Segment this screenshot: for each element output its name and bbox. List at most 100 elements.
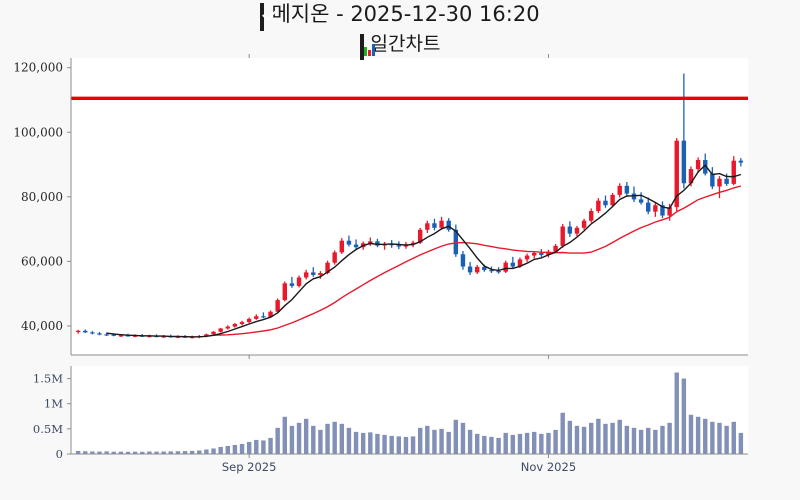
- volume-bar: [239, 443, 245, 454]
- candlestick: [83, 329, 88, 334]
- candlestick: [453, 224, 459, 257]
- price-tick-label: 80,000: [21, 190, 63, 204]
- candle-body: [417, 229, 423, 243]
- candlestick: [432, 218, 437, 231]
- volume-bar: [703, 418, 708, 454]
- volume-bar: [360, 432, 366, 454]
- volume-bar: [325, 423, 330, 454]
- volume-bar: [596, 418, 601, 454]
- volume-bar: [532, 431, 537, 454]
- candle-body: [246, 318, 252, 323]
- candle-body: [717, 178, 722, 187]
- volume-bar: [168, 451, 173, 454]
- candle-body: [275, 300, 280, 312]
- candlestick: [467, 262, 473, 275]
- volume-bar: [724, 425, 729, 454]
- volume-bar: [375, 433, 380, 454]
- bar-chart-icon: [359, 34, 375, 60]
- volume-bar: [268, 437, 273, 454]
- candlestick: [596, 198, 601, 213]
- volume-bar: [346, 427, 352, 454]
- volume-bar: [467, 429, 473, 454]
- candlestick: [90, 331, 95, 335]
- volume-axis-ticks: 0 0.5M 1M 1.5M: [33, 372, 71, 461]
- volume-bar: [510, 434, 516, 454]
- candle-body: [211, 331, 216, 335]
- volume-bar: [589, 422, 594, 454]
- volume-tick-label: 0: [56, 447, 63, 461]
- chart-subtitle: 일간차트: [370, 33, 441, 55]
- candlestick: [624, 181, 630, 197]
- volume-bar: [396, 436, 402, 454]
- candle-body: [318, 273, 323, 275]
- volume-bar: [118, 451, 124, 454]
- candlestick: [375, 238, 380, 248]
- volume-bar: [489, 436, 494, 454]
- candlestick: [674, 138, 679, 212]
- candlestick: [318, 271, 323, 279]
- volume-bar: [574, 425, 580, 454]
- candle-body: [125, 335, 131, 337]
- volume-bar: [132, 451, 138, 454]
- candle-body: [118, 335, 124, 337]
- candle-body: [660, 205, 665, 216]
- candlestick: [695, 157, 701, 173]
- candle-body: [510, 262, 516, 267]
- volume-bar: [432, 429, 437, 454]
- volume-bar: [197, 450, 202, 454]
- candle-body: [546, 251, 551, 255]
- volume-bar: [446, 431, 451, 454]
- candle-body: [104, 334, 109, 336]
- volume-bar: [567, 420, 573, 454]
- volume-bar: [218, 446, 223, 454]
- candlestick: [681, 73, 687, 189]
- volume-bar: [175, 451, 181, 454]
- volume-bar: [368, 432, 373, 454]
- candle-body: [539, 252, 544, 255]
- candle-body: [638, 199, 644, 203]
- volume-bar: [332, 421, 337, 454]
- volume-bar: [524, 432, 530, 454]
- candle-body: [482, 266, 487, 271]
- candle-body: [296, 277, 302, 286]
- volume-bar: [638, 429, 644, 454]
- price-tick-label: 40,000: [21, 319, 63, 333]
- candlestick: [346, 235, 352, 247]
- chart-title-line: 메지온 - 2025-12-30 16:20: [0, 0, 800, 31]
- candlestick: [510, 256, 516, 269]
- volume-bar: [496, 437, 501, 454]
- candlestick: [261, 312, 266, 319]
- volume-bar: [232, 444, 238, 454]
- chart-title-block: 메지온 - 2025-12-30 16:20 일간차트: [0, 0, 800, 60]
- candlestick: [717, 176, 722, 199]
- volume-bar: [695, 416, 701, 454]
- candle-body: [596, 200, 601, 212]
- candlestick: [289, 276, 295, 288]
- volume-bar: [553, 429, 558, 454]
- candle-body: [311, 272, 316, 275]
- candle-body: [574, 227, 580, 234]
- candlestick: [75, 329, 81, 334]
- candlestick: [731, 156, 736, 186]
- volume-bar: [624, 425, 630, 454]
- volume-bar: [154, 451, 159, 454]
- price-panel: 40,000 60,000 80,000 100,000 120,000: [13, 58, 748, 356]
- volume-bar: [182, 451, 188, 454]
- candlestick: [353, 239, 359, 250]
- candle-body: [560, 226, 565, 246]
- candle-body: [681, 140, 687, 184]
- candlestick: [239, 320, 245, 326]
- volume-bar: [296, 422, 302, 454]
- volume-bar: [439, 428, 444, 454]
- volume-bar: [403, 436, 409, 454]
- candle-body: [653, 205, 658, 212]
- candle-body: [474, 266, 480, 273]
- candlestick: [368, 237, 373, 246]
- candle-body: [432, 223, 437, 228]
- volume-bar: [261, 440, 266, 454]
- candlestick: [396, 241, 402, 250]
- candlestick: [660, 201, 665, 219]
- price-tick-label: 60,000: [21, 254, 63, 268]
- candle-body: [254, 316, 259, 319]
